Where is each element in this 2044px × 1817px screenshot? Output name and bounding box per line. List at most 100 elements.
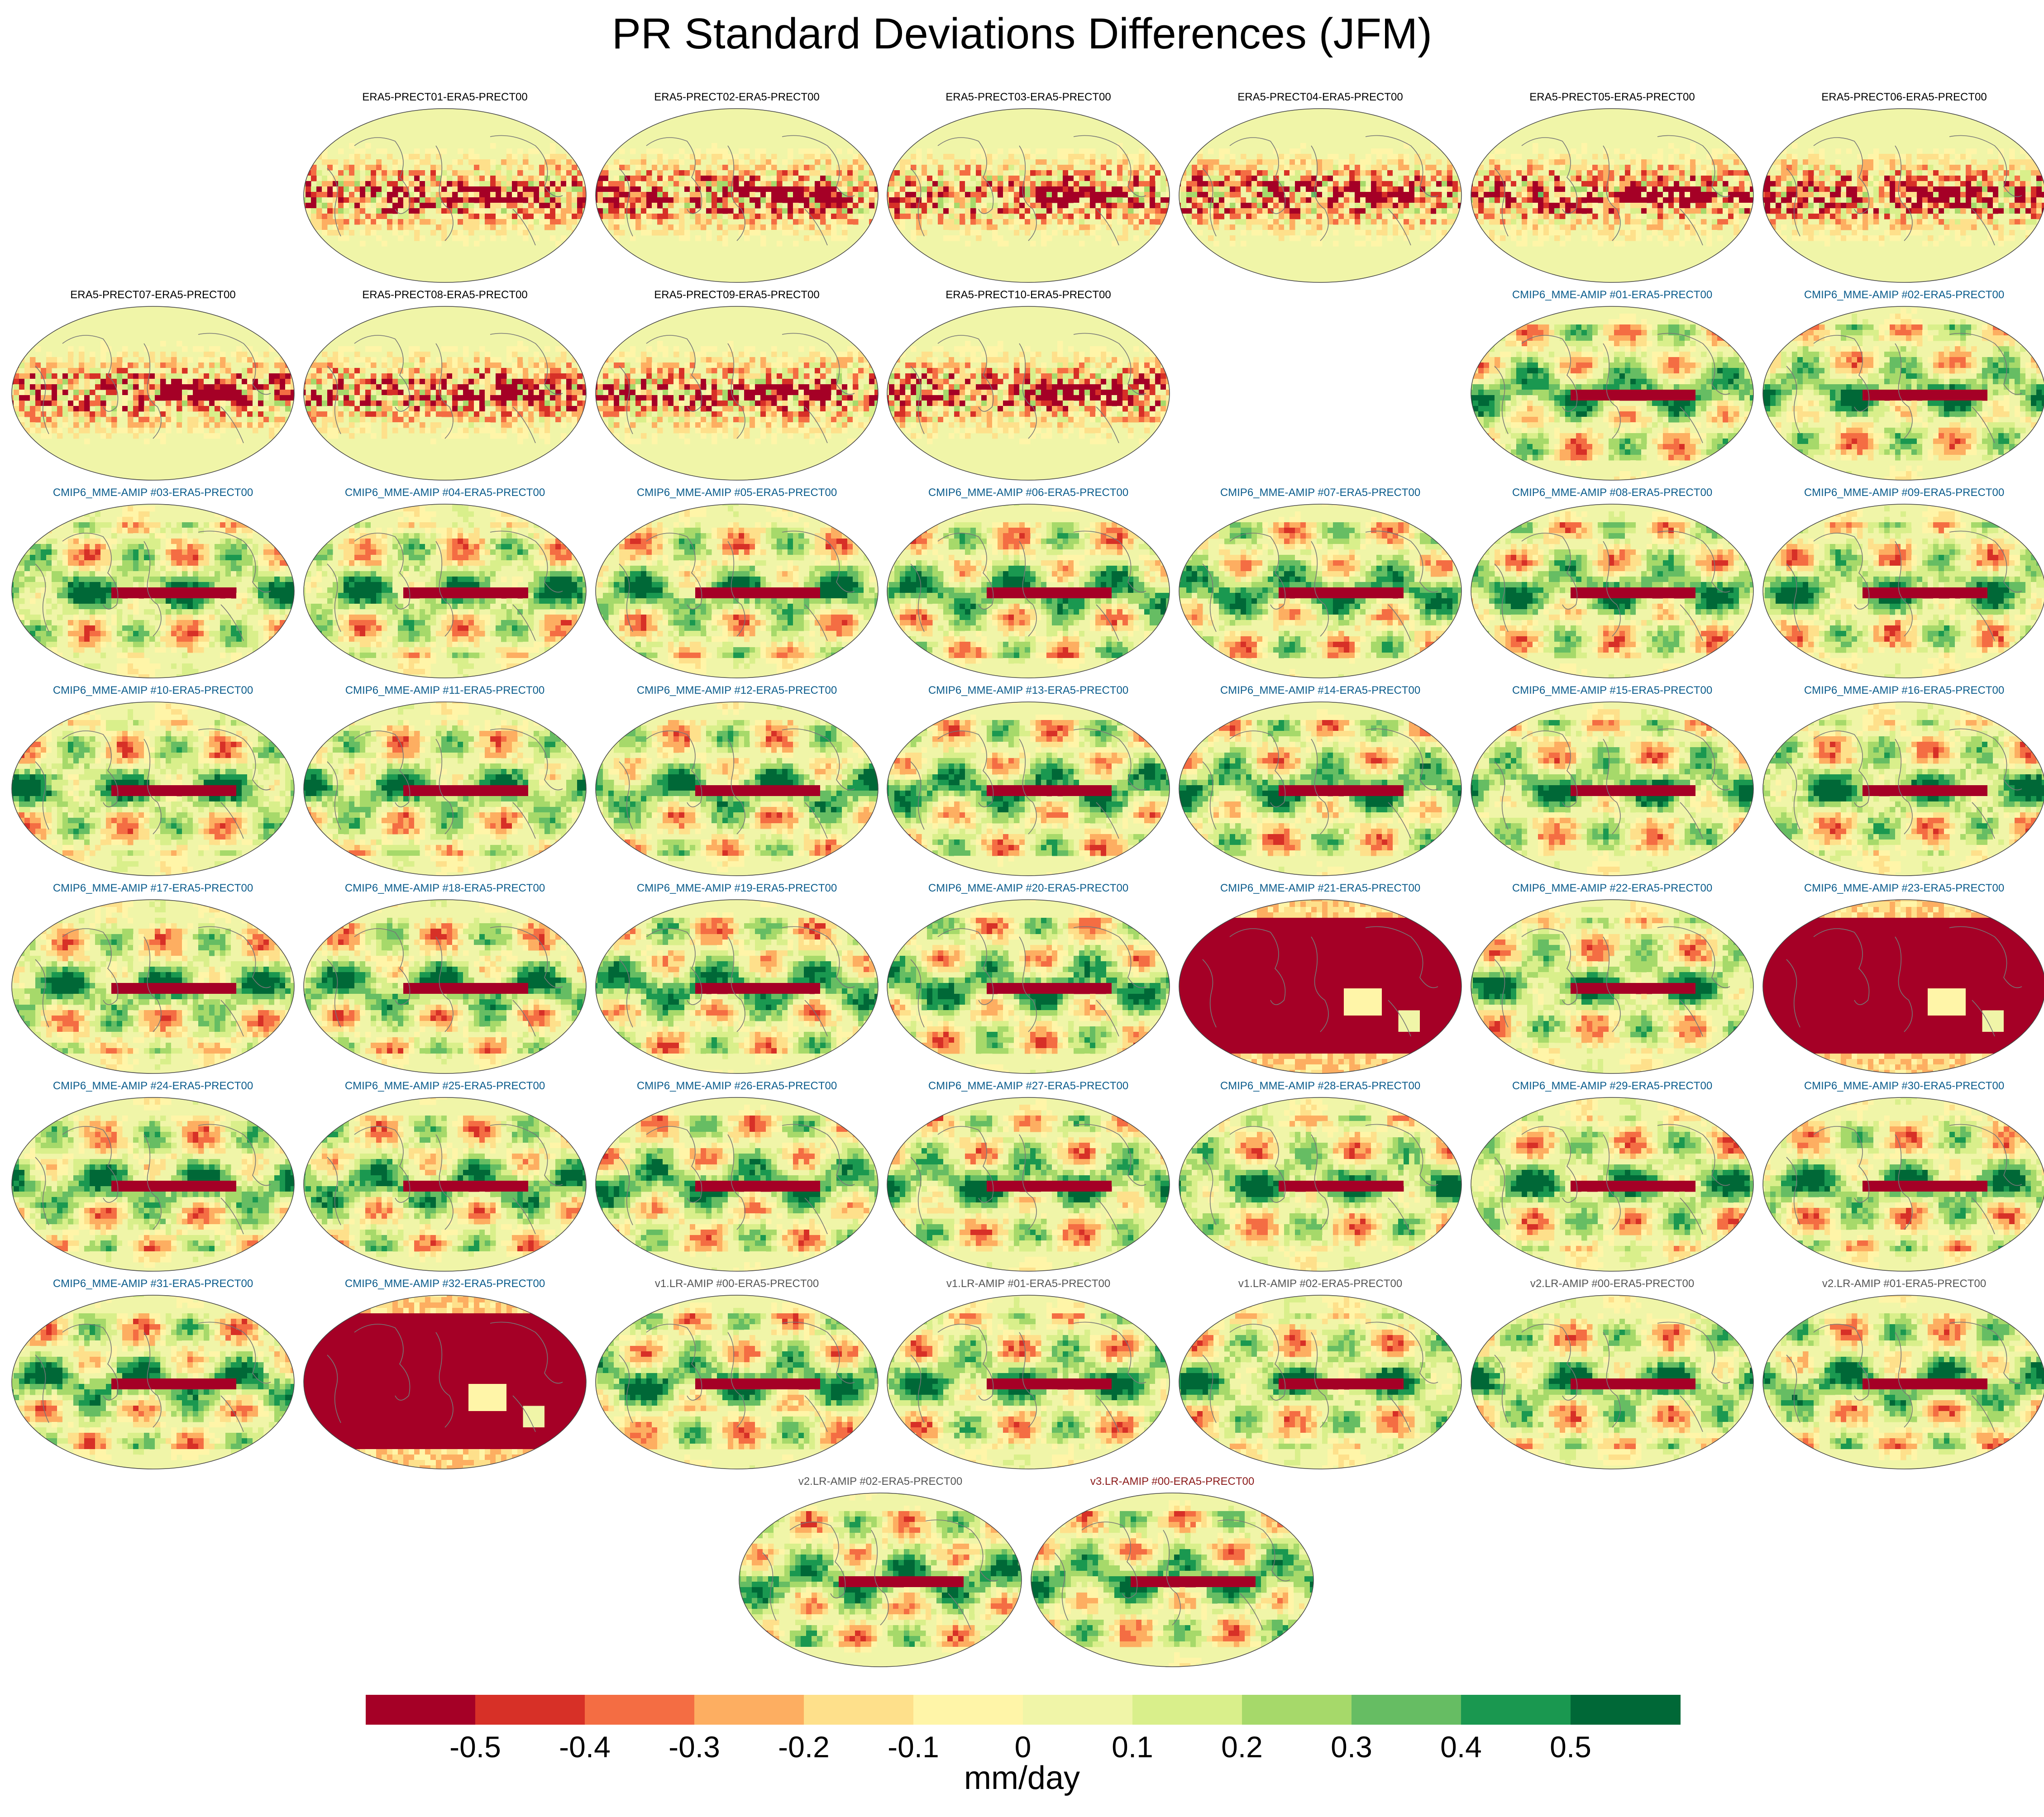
panel-title: CMIP6_MME-AMIP #09-ERA5-PRECT00 <box>1759 486 2044 500</box>
map-plot <box>592 1094 882 1275</box>
map-plot <box>8 1094 298 1275</box>
panel-title: CMIP6_MME-AMIP #04-ERA5-PRECT00 <box>300 486 590 500</box>
map-panel: ERA5-PRECT01-ERA5-PRECT00 <box>300 91 590 290</box>
map-plot <box>884 501 1173 682</box>
map-panel: CMIP6_MME-AMIP #01-ERA5-PRECT00 <box>1467 288 1757 487</box>
colorbar-swatch <box>1242 1695 1352 1725</box>
panel-title: ERA5-PRECT04-ERA5-PRECT00 <box>1175 91 1465 104</box>
panel-title: CMIP6_MME-AMIP #03-ERA5-PRECT00 <box>8 486 298 500</box>
panel-title: CMIP6_MME-AMIP #31-ERA5-PRECT00 <box>8 1277 298 1291</box>
map-plot <box>1467 1292 1757 1473</box>
map-plot <box>592 896 882 1077</box>
colorbar-tick-label: -0.4 <box>540 1730 630 1764</box>
map-plot <box>1467 105 1757 286</box>
map-panel: CMIP6_MME-AMIP #21-ERA5-PRECT00 <box>1175 882 1465 1081</box>
map-plot <box>300 896 590 1077</box>
colorbar-label: mm/day <box>0 1760 2044 1797</box>
map-plot <box>1759 896 2044 1077</box>
map-panel: v2.LR-AMIP #01-ERA5-PRECT00 <box>1759 1277 2044 1476</box>
panel-title: CMIP6_MME-AMIP #28-ERA5-PRECT00 <box>1175 1079 1465 1093</box>
panel-title: ERA5-PRECT10-ERA5-PRECT00 <box>884 288 1173 302</box>
map-plot <box>592 105 882 286</box>
map-plot <box>592 501 882 682</box>
map-plot <box>1467 698 1757 879</box>
map-panel: CMIP6_MME-AMIP #15-ERA5-PRECT00 <box>1467 684 1757 883</box>
map-panel: ERA5-PRECT02-ERA5-PRECT00 <box>592 91 882 290</box>
panel-title: ERA5-PRECT07-ERA5-PRECT00 <box>8 288 298 302</box>
colorbar-tick-label: 0.4 <box>1416 1730 1506 1764</box>
map-panel: CMIP6_MME-AMIP #23-ERA5-PRECT00 <box>1759 882 2044 1081</box>
map-plot <box>1759 1094 2044 1275</box>
map-plot <box>1027 1489 1317 1670</box>
map-panel: ERA5-PRECT05-ERA5-PRECT00 <box>1467 91 1757 290</box>
panel-title: v1.LR-AMIP #02-ERA5-PRECT00 <box>1175 1277 1465 1291</box>
map-plot <box>8 896 298 1077</box>
map-panel: CMIP6_MME-AMIP #25-ERA5-PRECT00 <box>300 1079 590 1278</box>
map-panel: CMIP6_MME-AMIP #22-ERA5-PRECT00 <box>1467 882 1757 1081</box>
map-plot <box>1175 1094 1465 1275</box>
map-plot <box>884 1094 1173 1275</box>
map-plot <box>300 698 590 879</box>
map-panel: ERA5-PRECT10-ERA5-PRECT00 <box>884 288 1173 487</box>
map-panel: ERA5-PRECT03-ERA5-PRECT00 <box>884 91 1173 290</box>
map-plot <box>8 303 298 484</box>
panel-title: CMIP6_MME-AMIP #11-ERA5-PRECT00 <box>300 684 590 697</box>
map-plot <box>300 105 590 286</box>
map-panel: CMIP6_MME-AMIP #20-ERA5-PRECT00 <box>884 882 1173 1081</box>
map-panel: CMIP6_MME-AMIP #11-ERA5-PRECT00 <box>300 684 590 883</box>
map-panel: v3.LR-AMIP #00-ERA5-PRECT00 <box>1027 1475 1317 1674</box>
map-plot <box>884 105 1173 286</box>
map-plot <box>300 303 590 484</box>
map-panel: CMIP6_MME-AMIP #29-ERA5-PRECT00 <box>1467 1079 1757 1278</box>
map-plot <box>8 698 298 879</box>
colorbar-tick-label: 0.5 <box>1525 1730 1616 1764</box>
map-panel: CMIP6_MME-AMIP #14-ERA5-PRECT00 <box>1175 684 1465 883</box>
colorbar-swatch <box>694 1695 804 1725</box>
colorbar-tick-label: -0.3 <box>649 1730 740 1764</box>
colorbar-tick-label: -0.1 <box>868 1730 959 1764</box>
map-panel: CMIP6_MME-AMIP #08-ERA5-PRECT00 <box>1467 486 1757 685</box>
map-panel: CMIP6_MME-AMIP #30-ERA5-PRECT00 <box>1759 1079 2044 1278</box>
map-panel: CMIP6_MME-AMIP #26-ERA5-PRECT00 <box>592 1079 882 1278</box>
colorbar <box>366 1695 1680 1725</box>
map-plot <box>1467 303 1757 484</box>
map-plot <box>884 303 1173 484</box>
colorbar-tick-label: 0.2 <box>1197 1730 1287 1764</box>
figure-title: PR Standard Deviations Differences (JFM) <box>0 9 2044 59</box>
panel-title: CMIP6_MME-AMIP #17-ERA5-PRECT00 <box>8 882 298 895</box>
map-panel: CMIP6_MME-AMIP #04-ERA5-PRECT00 <box>300 486 590 685</box>
map-panel: CMIP6_MME-AMIP #19-ERA5-PRECT00 <box>592 882 882 1081</box>
map-plot <box>300 501 590 682</box>
panel-title: v1.LR-AMIP #01-ERA5-PRECT00 <box>884 1277 1173 1291</box>
panel-title: ERA5-PRECT02-ERA5-PRECT00 <box>592 91 882 104</box>
map-plot <box>1759 303 2044 484</box>
panel-title: CMIP6_MME-AMIP #06-ERA5-PRECT00 <box>884 486 1173 500</box>
panel-title: ERA5-PRECT01-ERA5-PRECT00 <box>300 91 590 104</box>
map-panel: CMIP6_MME-AMIP #31-ERA5-PRECT00 <box>8 1277 298 1476</box>
map-panel: CMIP6_MME-AMIP #13-ERA5-PRECT00 <box>884 684 1173 883</box>
panel-title: CMIP6_MME-AMIP #07-ERA5-PRECT00 <box>1175 486 1465 500</box>
panel-title: CMIP6_MME-AMIP #15-ERA5-PRECT00 <box>1467 684 1757 697</box>
colorbar-swatch <box>475 1695 585 1725</box>
colorbar-swatch <box>1571 1695 1681 1725</box>
map-plot <box>300 1292 590 1473</box>
map-panel: CMIP6_MME-AMIP #09-ERA5-PRECT00 <box>1759 486 2044 685</box>
map-panel: v2.LR-AMIP #02-ERA5-PRECT00 <box>735 1475 1025 1674</box>
panel-title: ERA5-PRECT06-ERA5-PRECT00 <box>1759 91 2044 104</box>
panel-title: v2.LR-AMIP #01-ERA5-PRECT00 <box>1759 1277 2044 1291</box>
panel-title: ERA5-PRECT03-ERA5-PRECT00 <box>884 91 1173 104</box>
panel-title: CMIP6_MME-AMIP #02-ERA5-PRECT00 <box>1759 288 2044 302</box>
colorbar-tick-label: -0.5 <box>430 1730 521 1764</box>
map-panel: ERA5-PRECT06-ERA5-PRECT00 <box>1759 91 2044 290</box>
panel-title: CMIP6_MME-AMIP #30-ERA5-PRECT00 <box>1759 1079 2044 1093</box>
map-panel: CMIP6_MME-AMIP #28-ERA5-PRECT00 <box>1175 1079 1465 1278</box>
panel-title: CMIP6_MME-AMIP #18-ERA5-PRECT00 <box>300 882 590 895</box>
map-plot <box>8 1292 298 1473</box>
map-panel: CMIP6_MME-AMIP #24-ERA5-PRECT00 <box>8 1079 298 1278</box>
colorbar-swatch <box>1461 1695 1571 1725</box>
panel-title: CMIP6_MME-AMIP #27-ERA5-PRECT00 <box>884 1079 1173 1093</box>
colorbar-swatch <box>366 1695 476 1725</box>
panel-title: CMIP6_MME-AMIP #10-ERA5-PRECT00 <box>8 684 298 697</box>
map-panel: CMIP6_MME-AMIP #02-ERA5-PRECT00 <box>1759 288 2044 487</box>
map-panel: CMIP6_MME-AMIP #10-ERA5-PRECT00 <box>8 684 298 883</box>
